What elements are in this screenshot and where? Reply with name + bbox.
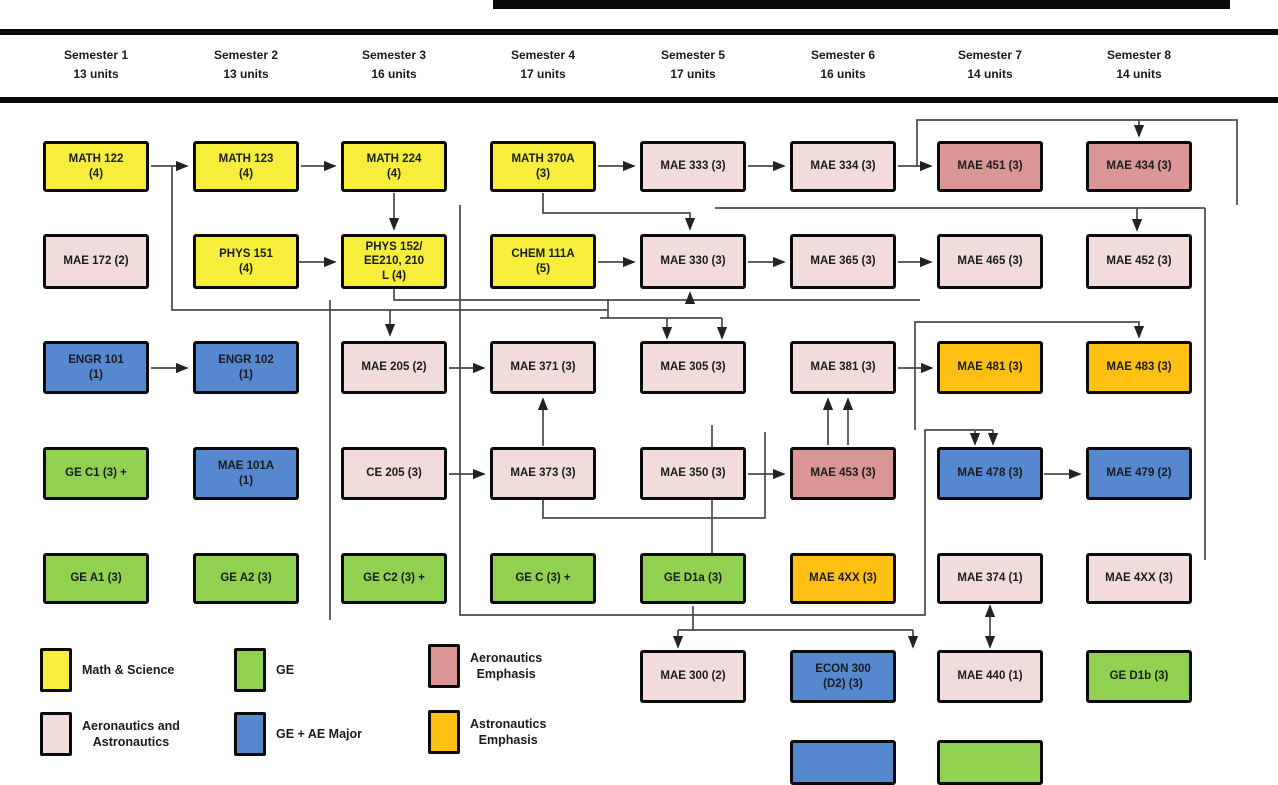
course-box-ge-a1-3: GE A1 (3) xyxy=(43,553,149,604)
course-box-chem-111a: CHEM 111A (5) xyxy=(490,234,596,289)
course-box-ge-c2-3: GE C2 (3) + xyxy=(341,553,447,604)
semester-header-1: Semester 1 13 units xyxy=(63,48,129,81)
legend-swatch-green xyxy=(234,648,266,692)
course-box-mae-374-1: MAE 374 (1) xyxy=(937,553,1043,604)
course-box-math-224: MATH 224 (4) xyxy=(341,141,447,192)
course-box-econ-300: ECON 300 (D2) (3) xyxy=(790,650,896,703)
course-box-mae-478-3: MAE 478 (3) xyxy=(937,447,1043,500)
course-box-phys-152: PHYS 152/ EE210, 210 L (4) xyxy=(341,234,447,289)
course-box-mae-381-3: MAE 381 (3) xyxy=(790,341,896,394)
course-box-mae-483-3: MAE 483 (3) xyxy=(1086,341,1192,394)
course-box-ge-c1-3: GE C1 (3) + xyxy=(43,447,149,500)
semester-header-6: Semester 6 16 units xyxy=(810,48,876,81)
course-box-mae-479-2: MAE 479 (2) xyxy=(1086,447,1192,500)
legend-entry-aeronautics-and-astronautics: Aeronautics and Astronautics xyxy=(40,712,180,756)
course-box-ge-c-3: GE C (3) + xyxy=(490,553,596,604)
semester-header-3: Semester 3 16 units xyxy=(361,48,427,81)
legend-swatch-yellow xyxy=(40,648,72,692)
semester-header-4: Semester 4 17 units xyxy=(510,48,576,81)
legend-entry-astronautics-emphasis: Astronautics Emphasis xyxy=(428,710,546,754)
course-box-mae-371-3: MAE 371 (3) xyxy=(490,341,596,394)
course-box-mae-101a: MAE 101A (1) xyxy=(193,447,299,500)
course-box-mae-451-3: MAE 451 (3) xyxy=(937,141,1043,192)
course-box-phys-151: PHYS 151 (4) xyxy=(193,234,299,289)
course-box-mae-434-3: MAE 434 (3) xyxy=(1086,141,1192,192)
semester-header-5: Semester 5 17 units xyxy=(660,48,726,81)
course-box-math-123: MATH 123 (4) xyxy=(193,141,299,192)
course-box-mae-172-2: MAE 172 (2) xyxy=(43,234,149,289)
course-box-engr-101: ENGR 101 (1) xyxy=(43,341,149,394)
course-box-math-122: MATH 122 (4) xyxy=(43,141,149,192)
legend-entry-math-science: Math & Science xyxy=(40,648,174,692)
legend-entry-ge-ae-major: GE + AE Major xyxy=(234,712,362,756)
legend-label: Aeronautics Emphasis xyxy=(470,650,543,681)
course-box-ge-d1b-3: GE D1b (3) xyxy=(1086,650,1192,703)
course-box-math-370a: MATH 370A (3) xyxy=(490,141,596,192)
course-box-mae-373-3: MAE 373 (3) xyxy=(490,447,596,500)
legend-swatch-orange xyxy=(428,710,460,754)
course-box-mae-452-3: MAE 452 (3) xyxy=(1086,234,1192,289)
course-box-engr-102: ENGR 102 (1) xyxy=(193,341,299,394)
course-box-mae-334-3: MAE 334 (3) xyxy=(790,141,896,192)
course-box-mae-481-3: MAE 481 (3) xyxy=(937,341,1043,394)
legend-label: GE + AE Major xyxy=(276,726,363,741)
semester-header-7: Semester 7 14 units xyxy=(957,48,1023,81)
connector xyxy=(393,289,920,301)
course-box-ge-d1a-3: GE D1a (3) xyxy=(640,553,746,604)
course-box-partial xyxy=(937,740,1043,785)
header-rule-top xyxy=(0,29,1278,35)
course-box-mae-350-3: MAE 350 (3) xyxy=(640,447,746,500)
course-box-mae-465-3: MAE 465 (3) xyxy=(937,234,1043,289)
course-box-mae-4xx-3: MAE 4XX (3) xyxy=(790,553,896,604)
legend-label: Astronautics Emphasis xyxy=(470,716,547,747)
header-rule-bottom xyxy=(0,97,1278,103)
legend-entry-ge: GE xyxy=(234,648,294,692)
legend-label: GE xyxy=(276,662,295,677)
legend-label: Aeronautics and Astronautics xyxy=(82,718,180,749)
course-box-mae-440-1: MAE 440 (1) xyxy=(937,650,1043,703)
course-box-mae-365-3: MAE 365 (3) xyxy=(790,234,896,289)
course-box-mae-333-3: MAE 333 (3) xyxy=(640,141,746,192)
top-partial-bar xyxy=(493,0,1230,9)
course-box-partial xyxy=(790,740,896,785)
connector xyxy=(542,193,696,231)
legend-swatch-blue xyxy=(234,712,266,756)
semester-header-2: Semester 2 13 units xyxy=(213,48,279,81)
course-box-ge-a2-3: GE A2 (3) xyxy=(193,553,299,604)
legend-swatch-salmon xyxy=(428,644,460,688)
legend-entry-aeronautics-emphasis: Aeronautics Emphasis xyxy=(428,644,542,688)
legend-label: Math & Science xyxy=(82,662,175,677)
course-box-ce-205-3: CE 205 (3) xyxy=(341,447,447,500)
course-box-mae-205-2: MAE 205 (2) xyxy=(341,341,447,394)
course-box-mae-4xx-3: MAE 4XX (3) xyxy=(1086,553,1192,604)
course-box-mae-305-3: MAE 305 (3) xyxy=(640,341,746,394)
course-box-mae-453-3: MAE 453 (3) xyxy=(790,447,896,500)
semester-header-8: Semester 8 14 units xyxy=(1106,48,1172,81)
legend-swatch-pink xyxy=(40,712,72,756)
course-box-mae-330-3: MAE 330 (3) xyxy=(640,234,746,289)
course-box-mae-300-2: MAE 300 (2) xyxy=(640,650,746,703)
